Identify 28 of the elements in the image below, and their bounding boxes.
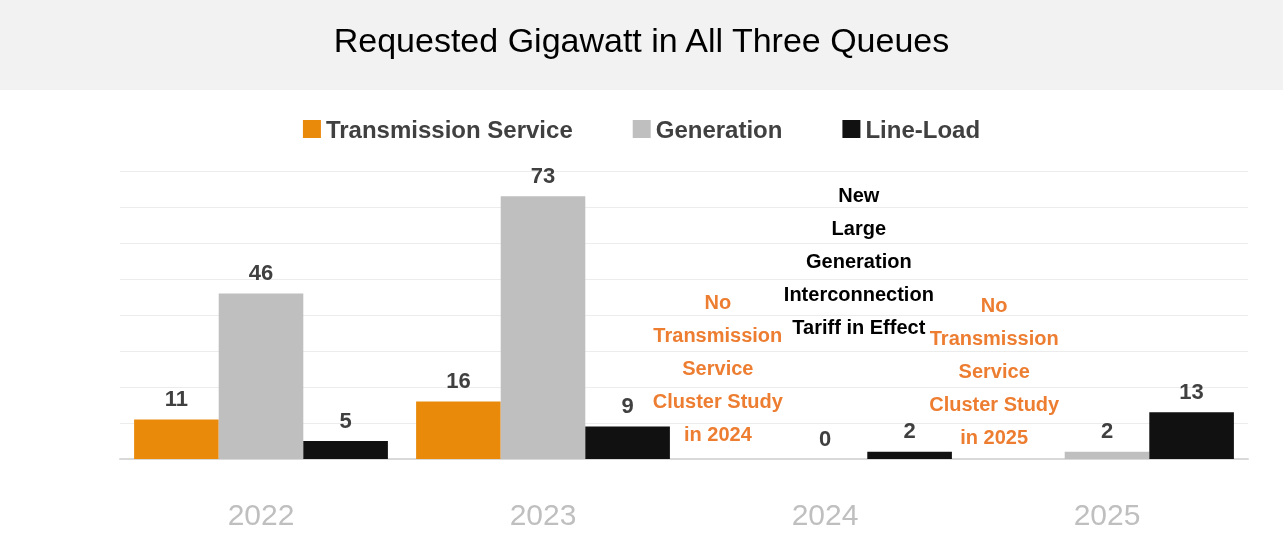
legend-label: Line-Load xyxy=(865,115,981,143)
x-tick-label: 2025 xyxy=(1073,497,1141,531)
bar xyxy=(416,401,501,459)
data-label: 2 xyxy=(903,418,916,444)
bar xyxy=(500,196,586,459)
data-label: 0 xyxy=(818,425,832,451)
bar xyxy=(134,419,219,459)
x-tick-label: 2023 xyxy=(509,497,577,531)
chart-title: Requested Gigawatt in All Three Queues xyxy=(333,21,950,59)
x-tick-label: 2022 xyxy=(227,497,295,531)
data-label: 73 xyxy=(530,162,556,188)
data-label: 13 xyxy=(1179,378,1204,404)
legend-label: Generation xyxy=(655,115,783,143)
bar xyxy=(585,426,670,459)
bar xyxy=(1149,412,1234,459)
data-label: 46 xyxy=(248,259,274,285)
legend-label: Transmission Service xyxy=(325,115,573,143)
bar xyxy=(218,293,304,459)
annotation: No Transmission Service Cluster Study in 2024 xyxy=(652,290,784,445)
data-label: 2 xyxy=(1100,418,1114,444)
bar xyxy=(1064,451,1150,459)
data-label: 5 xyxy=(339,407,352,433)
bar xyxy=(867,451,952,459)
data-label: 9 xyxy=(621,393,634,419)
data-label: 16 xyxy=(446,367,471,393)
x-tick-label: 2024 xyxy=(791,497,859,531)
data-label: 11 xyxy=(164,385,189,411)
bar xyxy=(303,441,388,459)
